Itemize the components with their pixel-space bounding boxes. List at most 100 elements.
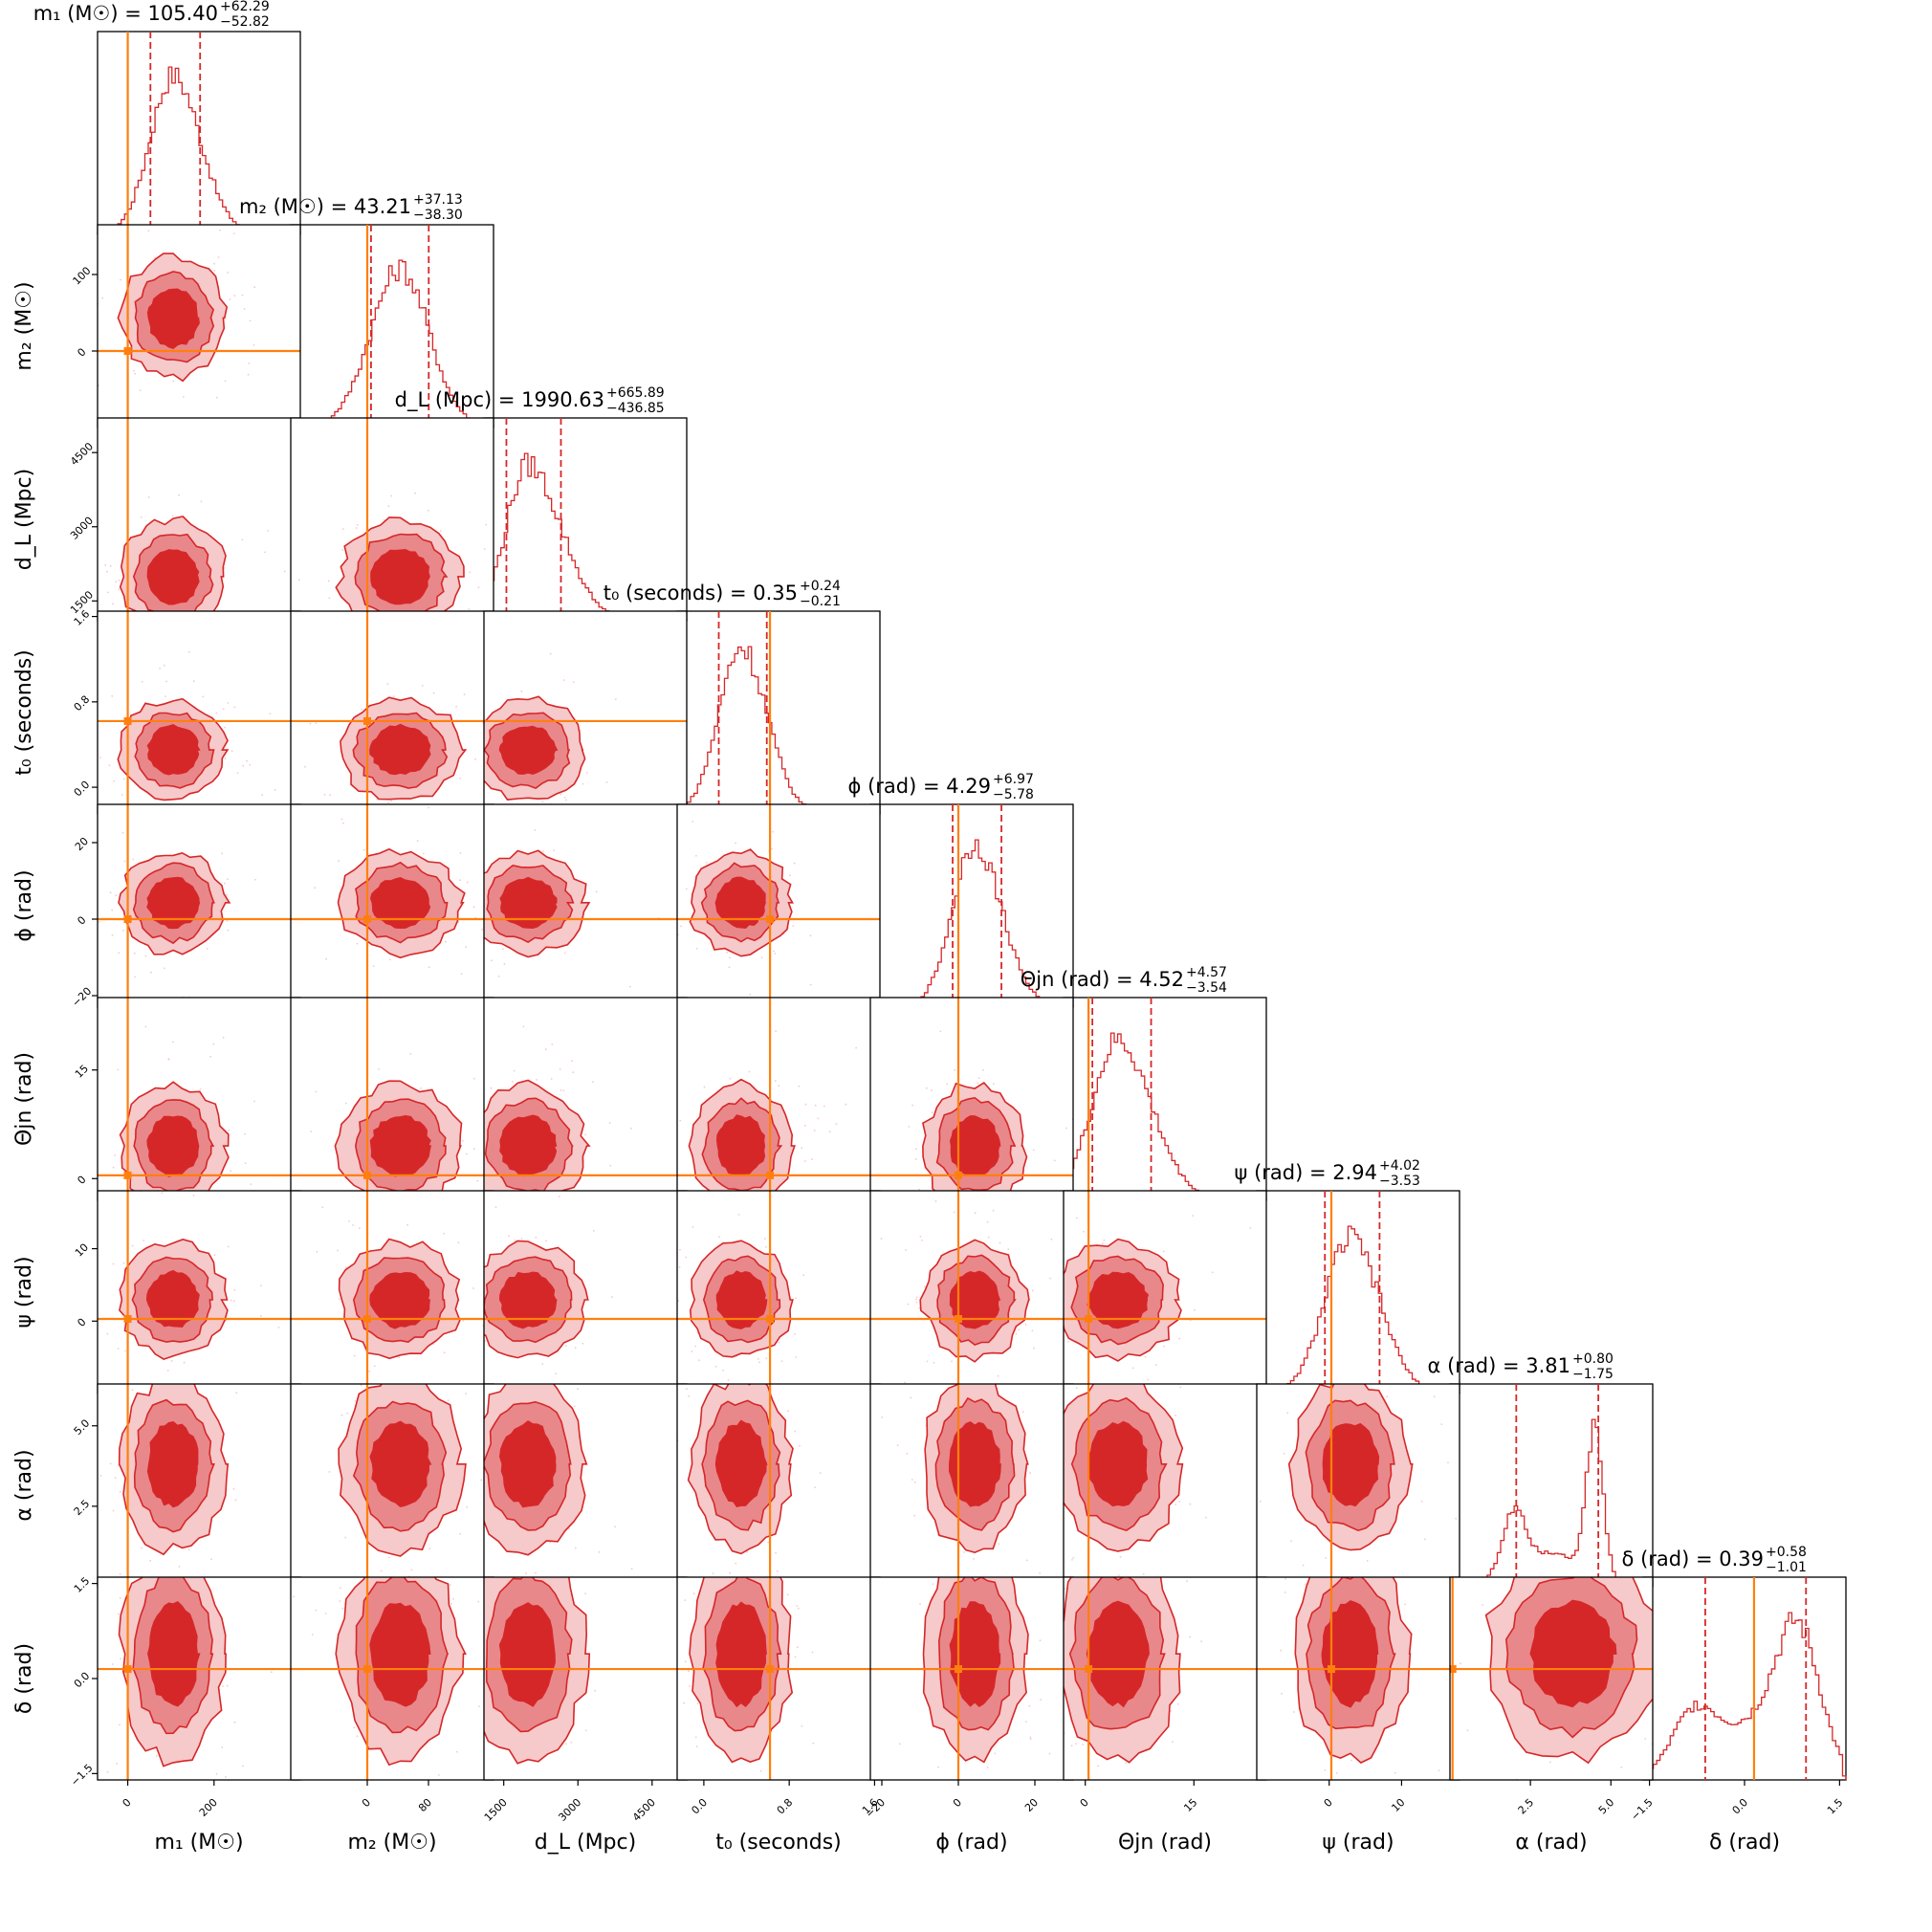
panel-content (83, 1191, 300, 1394)
sample-point (231, 750, 233, 752)
sample-point (997, 1374, 999, 1377)
sample-point (1394, 1360, 1395, 1362)
sample-point (156, 1754, 158, 1757)
sample-point (688, 1670, 690, 1673)
sample-point (439, 530, 442, 533)
sample-point (799, 1444, 801, 1447)
sample-point (455, 706, 457, 708)
y-axis-label-t0: t₀ (seconds) (12, 649, 36, 776)
panel-t0-delta (676, 1576, 881, 1781)
sample-point (338, 1298, 340, 1300)
sample-point (227, 702, 230, 704)
sample-point (924, 1285, 926, 1288)
sample-point (1672, 1687, 1674, 1689)
sample-point (986, 1767, 989, 1768)
sample-point (689, 1685, 691, 1687)
sample-point (915, 1148, 917, 1151)
title-plus-t0: +0.24 (800, 579, 841, 594)
sample-point (340, 1796, 342, 1798)
contour-inner (146, 1421, 199, 1508)
sample-point (1075, 1743, 1077, 1745)
sample-point (246, 759, 248, 762)
panel-content (484, 1384, 687, 1586)
truth-marker (123, 1315, 132, 1324)
sample-point (213, 262, 216, 265)
sample-point (131, 1389, 134, 1391)
sample-point (772, 830, 774, 833)
sample-point (1103, 1239, 1106, 1241)
sample-point (99, 757, 101, 758)
truth-marker (363, 1665, 371, 1674)
sample-point (722, 1369, 724, 1372)
sample-point (445, 940, 447, 943)
sample-point (811, 1158, 813, 1160)
sample-point (147, 496, 150, 498)
sample-point (463, 693, 466, 695)
sample-point (111, 1663, 114, 1665)
y-tick-label-dL: 4500 (68, 440, 96, 468)
panel-m2-dL (290, 417, 494, 622)
truth-marker (123, 1171, 132, 1179)
sample-point (215, 396, 218, 399)
sample-point (797, 1607, 800, 1610)
sample-point (337, 1789, 339, 1791)
panel-content (1064, 1384, 1266, 1587)
sample-point (422, 852, 425, 855)
sample-point (562, 1089, 565, 1092)
contour-inner (1086, 1600, 1150, 1708)
title-theta: Θjn (rad) = 4.52 +4.57−3.54 (1021, 965, 1227, 996)
sample-point (962, 1551, 965, 1553)
y-axis-label-psi: ψ (rad) (12, 1256, 36, 1328)
panel-t0-phi (676, 803, 881, 1008)
sample-point (490, 1087, 493, 1089)
sample-point (584, 1133, 586, 1136)
sample-point (224, 726, 227, 729)
title-minus-psi: −3.53 (1379, 1174, 1420, 1189)
sample-point (311, 1634, 314, 1636)
sample-point (83, 1353, 85, 1355)
sample-point (123, 860, 126, 863)
sample-point (315, 1609, 318, 1612)
sample-point (111, 934, 114, 936)
sample-point (341, 1607, 344, 1610)
sample-point (1328, 1380, 1330, 1382)
sample-point (809, 934, 812, 937)
sample-point (230, 1170, 232, 1172)
x-axis-label-t0: t₀ (seconds) (715, 1831, 842, 1855)
truth-marker (1450, 1665, 1457, 1674)
sample-point (553, 849, 555, 851)
title-plus-m2: +37.13 (413, 192, 463, 208)
title-minus-m2: −38.30 (413, 208, 463, 223)
sample-point (804, 1103, 807, 1106)
title-plus-psi: +4.02 (1379, 1158, 1420, 1174)
sample-point (1466, 1729, 1469, 1731)
sample-point (223, 566, 226, 569)
sample-point (134, 372, 137, 375)
sample-point (686, 1388, 688, 1390)
sample-point (474, 758, 476, 760)
sample-point (759, 1769, 762, 1772)
sample-point (545, 1240, 547, 1242)
sample-point (758, 1361, 760, 1364)
sample-point (368, 1370, 371, 1372)
sample-point (1113, 1797, 1115, 1799)
sample-point (629, 985, 631, 988)
truth-marker (766, 915, 775, 923)
sample-point (1029, 1736, 1032, 1739)
sample-point (1600, 1511, 1602, 1513)
sample-point (241, 538, 244, 541)
sample-point (1144, 1355, 1147, 1358)
sample-point (112, 1262, 115, 1265)
contour-inner (370, 548, 430, 605)
sample-point (104, 564, 107, 566)
sample-point (792, 925, 795, 927)
sample-point (1147, 1378, 1150, 1381)
sample-point (1603, 1564, 1605, 1566)
sample-point (414, 492, 416, 494)
sample-point (729, 956, 731, 959)
sample-point (1155, 1364, 1157, 1367)
sample-point (222, 708, 225, 711)
sample-point (774, 953, 777, 955)
sample-point (178, 494, 180, 496)
sample-point (229, 298, 231, 300)
